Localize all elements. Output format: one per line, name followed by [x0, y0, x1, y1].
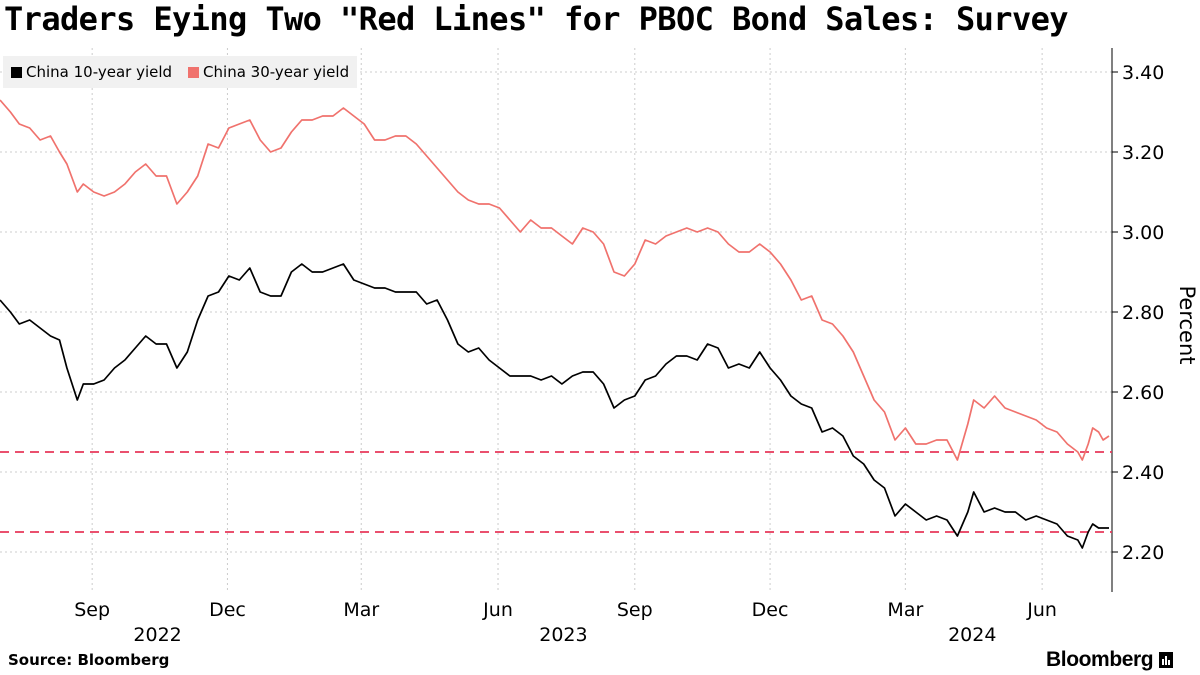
- y-tick-label: 2.20: [1122, 542, 1164, 564]
- y-axis-title: Percent: [1175, 285, 1199, 364]
- bloomberg-logo-icon: [1159, 652, 1174, 668]
- legend-label-30y: China 30-year yield: [203, 63, 350, 81]
- legend-item-30y: China 30-year yield: [188, 63, 349, 81]
- legend-swatch-10y: [11, 66, 22, 78]
- chart-title: Traders Eying Two "Red Lines" for PBOC B…: [4, 0, 1069, 38]
- x-tick-label: Mar: [887, 599, 923, 621]
- source-note: Source: Bloomberg: [8, 651, 170, 669]
- series-line-30y: [0, 99, 1110, 461]
- x-tick-label: Jun: [482, 599, 513, 621]
- y-tick-label: 3.00: [1122, 222, 1164, 244]
- brand-name: Bloomberg: [1046, 648, 1154, 671]
- series-line-10y: [0, 263, 1109, 549]
- legend-item-10y: China 10-year yield: [11, 63, 172, 81]
- y-tick-label: 2.40: [1122, 462, 1164, 484]
- y-tick-label: 3.40: [1122, 62, 1164, 84]
- x-tick-label: Jun: [1026, 599, 1057, 621]
- x-tick-label: Sep: [74, 599, 110, 621]
- legend-swatch-30y: [188, 66, 200, 78]
- y-tick-label: 2.60: [1122, 382, 1164, 404]
- x-year-label: 2022: [133, 624, 181, 646]
- y-tick-label: 2.80: [1122, 302, 1164, 324]
- x-year-label: 2024: [948, 624, 996, 646]
- x-tick-label: Dec: [209, 599, 246, 621]
- x-tick-label: Dec: [752, 599, 789, 621]
- x-tick-label: Sep: [617, 599, 653, 621]
- x-year-label: 2023: [539, 624, 587, 646]
- y-tick-label: 3.20: [1122, 142, 1164, 164]
- legend-label-10y: China 10-year yield: [26, 63, 173, 81]
- brand: Bloomberg: [1046, 648, 1174, 672]
- x-tick-label: Mar: [343, 599, 379, 621]
- legend: China 10-year yield China 30-year yield: [3, 56, 358, 88]
